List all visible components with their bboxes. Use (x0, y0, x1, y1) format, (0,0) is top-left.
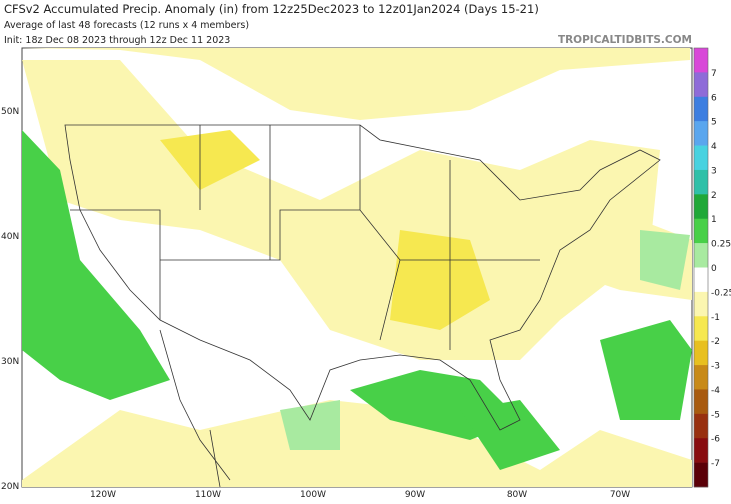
colorbar-swatch (694, 194, 708, 220)
lat-label: 30N (1, 357, 19, 367)
colorbar-swatch (694, 413, 708, 439)
colorbar-label: 1 (711, 215, 717, 225)
init-text: Init: 18z Dec 08 2023 through 12z Dec 11… (4, 35, 230, 46)
colorbar-label: -0.25 (711, 288, 731, 298)
colorbar-label: -3 (711, 362, 720, 372)
colorbar-swatch (694, 48, 708, 73)
lon-label: 80W (507, 490, 527, 500)
colorbar-swatch (694, 389, 708, 415)
lat-label: 20N (1, 482, 19, 492)
colorbar-label: -4 (711, 386, 720, 396)
colorbar-swatch (694, 462, 708, 488)
graticule-labels: 50N 40N 30N 20N 120W 110W 100W 90W 80W 70W (1, 107, 630, 500)
colorbar-swatch (694, 96, 708, 122)
lon-label: 70W (610, 490, 630, 500)
colorbar-swatch (694, 267, 708, 293)
colorbar-swatch (694, 169, 708, 195)
colorbar-label: -7 (711, 459, 720, 469)
colorbar-swatch (694, 438, 708, 463)
colorbar-label: 3 (711, 166, 717, 176)
colorbar-swatch (694, 340, 708, 366)
lon-label: 90W (405, 490, 425, 500)
colorbar-label: 7 (711, 69, 717, 79)
colorbar-swatch (694, 365, 708, 390)
watermark: TROPICALTIDBITS.COM (558, 34, 692, 46)
colorbar-label: 5 (711, 118, 717, 128)
colorbar-label: 4 (711, 142, 717, 152)
colorbar-label: 0.25 (711, 240, 731, 250)
lat-label: 40N (1, 232, 19, 242)
colorbar-swatch (694, 291, 708, 317)
lon-label: 120W (90, 490, 116, 500)
colorbar-swatch (694, 218, 708, 244)
colorbar-swatch (694, 243, 708, 268)
colorbar-frame (693, 47, 709, 488)
lon-label: 100W (300, 490, 326, 500)
colorbar-swatch (694, 145, 708, 171)
colorbar-label: 0 (711, 264, 717, 274)
colorbar: 7 6 5 4 3 2 1 0.25 0 -0.25 -1 -2 -3 -4 -5 -6 -7 (693, 47, 731, 488)
colorbar-swatch (694, 316, 708, 341)
colorbar-label: 2 (711, 191, 717, 201)
coastlines (64, 124, 661, 487)
colorbar-label: -1 (711, 313, 720, 323)
title: CFSv2 Accumulated Precip. Anomaly (in) f… (4, 2, 539, 16)
colorbar-label: 6 (711, 93, 717, 103)
subtitle: Average of last 48 forecasts (12 runs x … (4, 20, 249, 31)
colorbar-label: -2 (711, 337, 720, 347)
lon-label: 110W (195, 490, 221, 500)
lat-label: 50N (1, 107, 19, 117)
colorbar-swatch (694, 72, 708, 98)
colorbar-label: -6 (711, 435, 720, 445)
colorbar-label: -5 (711, 410, 720, 420)
map-area (21, 47, 693, 488)
colorbar-swatch (694, 121, 708, 146)
